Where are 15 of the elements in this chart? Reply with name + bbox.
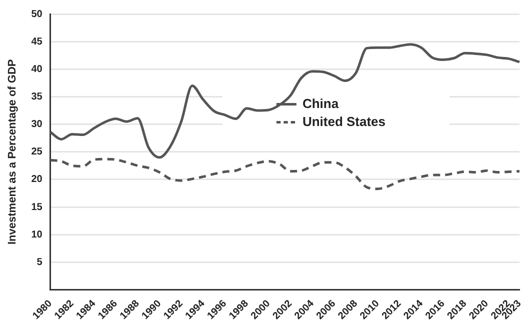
y-tick-label: 35 (31, 91, 43, 102)
line-series (49, 43, 521, 159)
y-tick-label: 5 (36, 256, 43, 268)
y-tick-label: 50 (31, 8, 43, 20)
legend-label: United States (302, 114, 386, 129)
y-axis-title: Investment as a Percentage of GDP (6, 59, 19, 245)
line-series (49, 158, 521, 190)
y-tick-label: 30 (31, 119, 43, 130)
y-tick-label: 15 (31, 202, 43, 213)
y-tick-label: 40 (31, 64, 43, 75)
y-tick-label: 20 (31, 174, 43, 186)
legend-label: China (302, 96, 340, 111)
y-tick-label: 25 (31, 146, 43, 158)
y-tick-label: 45 (31, 36, 43, 48)
y-tick-label: 10 (31, 229, 43, 240)
